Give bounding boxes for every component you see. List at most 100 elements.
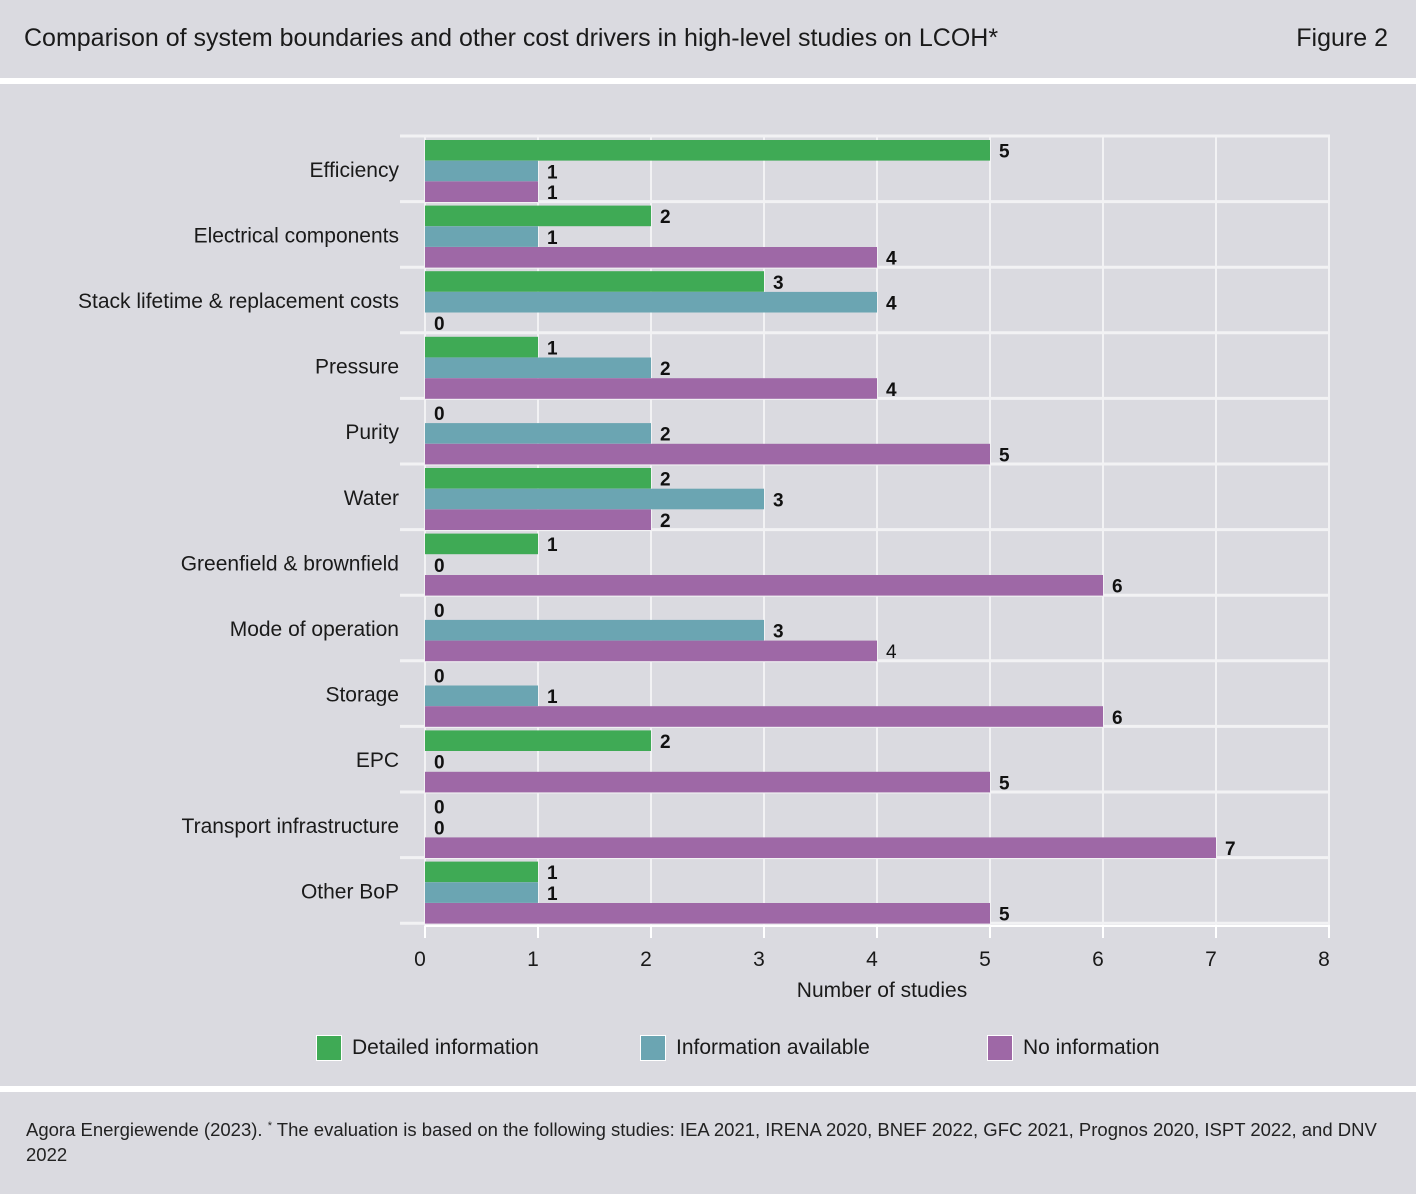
bar-2-0 bbox=[425, 271, 764, 292]
x-tick-label-5: 5 bbox=[979, 948, 991, 971]
top-divider bbox=[0, 78, 1416, 84]
footer-note: Agora Energiewende (2023). * The evaluat… bbox=[26, 1114, 1386, 1167]
bar-0-2 bbox=[425, 181, 538, 202]
bar-4-2 bbox=[425, 443, 990, 465]
data-label-11-1: 1 bbox=[547, 884, 558, 905]
data-label-8-1: 1 bbox=[547, 687, 558, 708]
legend-label-no-info: No information bbox=[1023, 1036, 1160, 1059]
legend-swatch-available bbox=[640, 1035, 666, 1061]
data-label-0-2: 1 bbox=[547, 183, 558, 204]
bar-6-0 bbox=[425, 533, 538, 555]
bar-2-1 bbox=[425, 291, 877, 313]
bar-8-2 bbox=[425, 706, 1103, 727]
data-label-3-2: 4 bbox=[886, 380, 897, 401]
data-label-2-2: 0 bbox=[434, 314, 445, 335]
bar-3-2 bbox=[425, 378, 877, 399]
bar-0-0 bbox=[425, 140, 990, 161]
data-label-9-1: 0 bbox=[434, 753, 445, 774]
chart-title: Comparison of system boundaries and othe… bbox=[24, 24, 999, 52]
x-tick-label-6: 6 bbox=[1092, 948, 1104, 971]
bar-11-2 bbox=[425, 903, 990, 924]
data-label-1-0: 2 bbox=[660, 207, 671, 228]
header: Comparison of system boundaries and othe… bbox=[0, 0, 1416, 78]
data-label-10-2: 7 bbox=[1225, 839, 1236, 860]
category-label-8: Storage bbox=[325, 684, 399, 707]
x-tick-label-2: 2 bbox=[640, 948, 652, 971]
data-label-4-1: 2 bbox=[660, 425, 671, 446]
category-label-4: Purity bbox=[345, 421, 399, 444]
data-label-9-0: 2 bbox=[660, 732, 671, 753]
data-label-7-0: 0 bbox=[434, 601, 445, 622]
category-label-7: Mode of operation bbox=[230, 618, 399, 641]
bar-11-1 bbox=[425, 882, 538, 903]
bar-5-2 bbox=[425, 509, 651, 530]
bar-9-2 bbox=[425, 771, 990, 793]
figure-number: Figure 2 bbox=[1296, 24, 1388, 52]
data-label-11-2: 5 bbox=[999, 905, 1010, 926]
data-label-7-1: 3 bbox=[773, 622, 784, 643]
bar-5-0 bbox=[425, 468, 651, 489]
bar-9-0 bbox=[425, 730, 651, 751]
bar-3-0 bbox=[425, 336, 538, 358]
footer-mark: * bbox=[267, 1120, 272, 1132]
bar-3-1 bbox=[425, 357, 651, 379]
category-label-0: Efficiency bbox=[310, 159, 400, 182]
data-label-6-2: 6 bbox=[1112, 577, 1123, 598]
data-label-8-0: 0 bbox=[434, 666, 445, 687]
data-label-0-1: 1 bbox=[547, 162, 558, 183]
category-label-1: Electrical components bbox=[194, 224, 399, 247]
bar-7-2 bbox=[425, 640, 877, 662]
data-label-4-0: 0 bbox=[434, 404, 445, 425]
x-tick-label-4: 4 bbox=[866, 948, 878, 971]
data-label-5-0: 2 bbox=[660, 470, 671, 491]
category-label-11: Other BoP bbox=[301, 880, 399, 903]
data-label-4-2: 5 bbox=[999, 445, 1010, 466]
bar-5-1 bbox=[425, 488, 764, 510]
x-tick-label-8: 8 bbox=[1318, 948, 1330, 971]
data-label-10-1: 0 bbox=[434, 818, 445, 839]
category-label-2: Stack lifetime & replacement costs bbox=[78, 290, 399, 313]
legend-swatch-detailed bbox=[316, 1035, 342, 1061]
data-label-5-1: 3 bbox=[773, 490, 784, 511]
x-axis-label: Number of studies bbox=[797, 979, 967, 1002]
legend-label-detailed: Detailed information bbox=[352, 1036, 539, 1059]
data-label-6-1: 0 bbox=[434, 556, 445, 577]
data-label-5-2: 2 bbox=[660, 511, 671, 532]
data-label-7-2: 4 bbox=[886, 642, 897, 663]
x-tick-label-7: 7 bbox=[1205, 948, 1217, 971]
bar-11-0 bbox=[425, 861, 538, 883]
category-label-10: Transport infrastructure bbox=[182, 815, 399, 838]
category-label-3: Pressure bbox=[315, 356, 399, 379]
category-label-9: EPC bbox=[356, 749, 399, 772]
data-label-10-0: 0 bbox=[434, 798, 445, 819]
data-label-6-0: 1 bbox=[547, 535, 558, 556]
bar-1-1 bbox=[425, 226, 538, 247]
legend-item-available: Information available bbox=[640, 1034, 870, 1062]
data-label-1-2: 4 bbox=[886, 249, 897, 270]
legend-swatch-no-info bbox=[987, 1035, 1013, 1061]
footer-source: Agora Energiewende (2023). bbox=[26, 1119, 263, 1141]
data-label-0-0: 5 bbox=[999, 142, 1010, 163]
bar-8-1 bbox=[425, 685, 538, 707]
data-label-2-1: 4 bbox=[886, 294, 897, 315]
bar-1-2 bbox=[425, 247, 877, 268]
x-tick-label-0: 0 bbox=[414, 948, 426, 971]
legend-item-no-info: No information bbox=[987, 1034, 1160, 1062]
legend-label-available: Information available bbox=[676, 1036, 870, 1059]
data-label-8-2: 6 bbox=[1112, 708, 1123, 729]
data-label-3-1: 2 bbox=[660, 359, 671, 380]
bar-7-1 bbox=[425, 619, 764, 641]
x-tick-label-1: 1 bbox=[527, 948, 539, 971]
legend: Detailed information Information availab… bbox=[0, 1034, 1416, 1064]
bar-0-1 bbox=[425, 160, 538, 182]
legend-item-detailed: Detailed information bbox=[316, 1034, 539, 1062]
category-label-6: Greenfield & brownfield bbox=[181, 552, 399, 575]
bar-1-0 bbox=[425, 205, 651, 227]
data-label-3-0: 1 bbox=[547, 338, 558, 359]
data-label-11-0: 1 bbox=[547, 863, 558, 884]
bar-10-2 bbox=[425, 837, 1216, 858]
x-tick-label-3: 3 bbox=[753, 948, 765, 971]
data-label-9-2: 5 bbox=[999, 773, 1010, 794]
bottom-divider bbox=[0, 1086, 1416, 1092]
